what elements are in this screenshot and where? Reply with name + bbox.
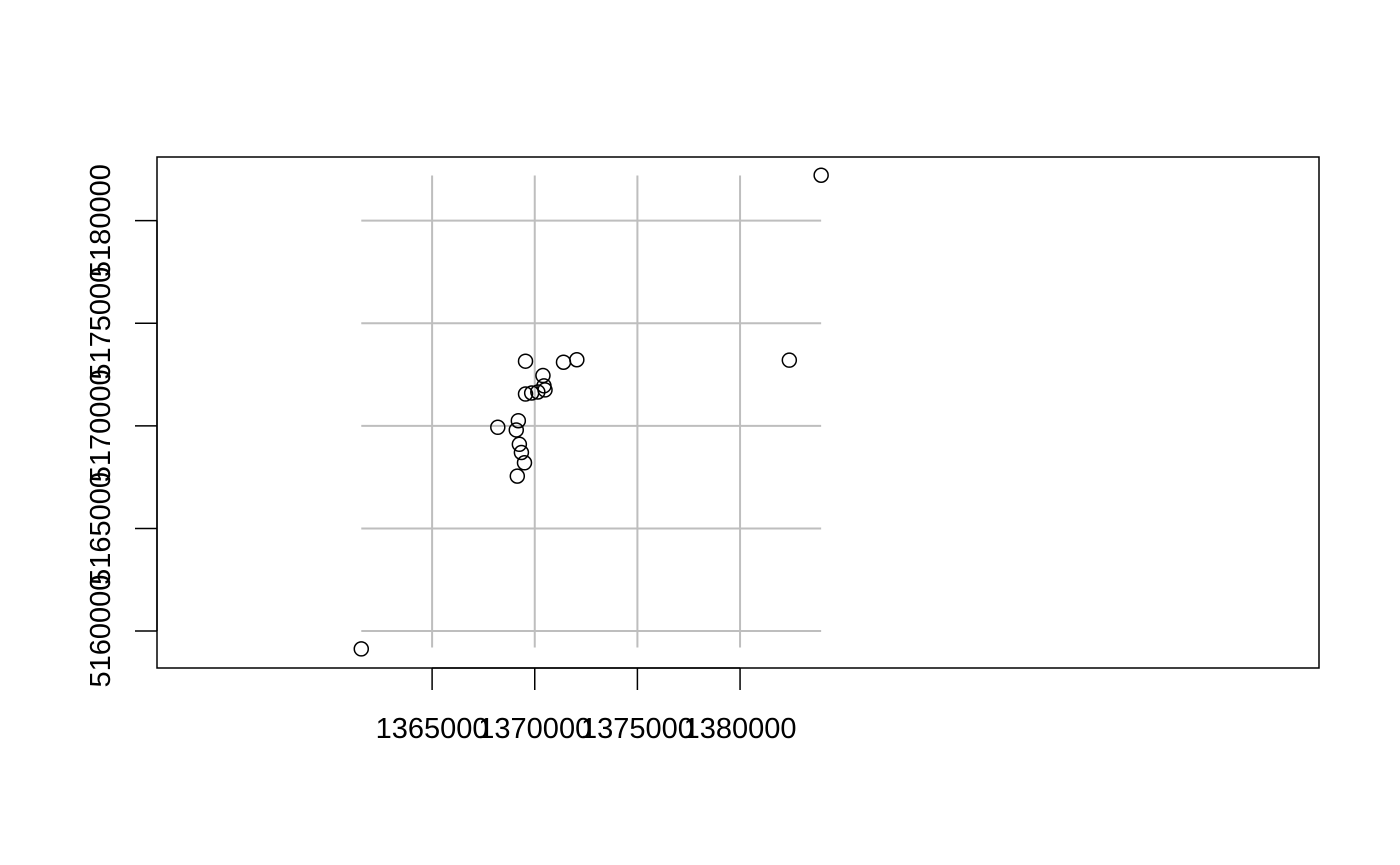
data-point-15 [511,436,528,453]
data-point-16 [513,444,530,461]
data-point-3 [517,353,534,369]
data-point-0 [353,641,370,657]
x-tick-label: 1365000 [376,713,489,745]
grid [361,175,822,648]
y-tick-label: 5160000 [85,575,117,688]
y-tick-label: 5170000 [85,369,117,482]
data-point-12 [510,412,527,429]
plot-frame [156,156,1320,669]
data-point-13 [490,419,506,436]
data-point-4 [555,354,572,370]
y-tick-label: 5165000 [85,472,117,585]
data-point-11 [517,386,534,402]
data-point-10 [523,385,540,401]
data-point-5 [569,352,585,368]
data-points [353,167,829,657]
y-tick-label: 5175000 [85,267,117,380]
x-tick-label: 1375000 [581,713,694,745]
data-point-17 [516,455,533,471]
data-point-14 [508,422,525,438]
data-point-1 [813,167,829,184]
y-tick-label: 5180000 [85,164,117,277]
x-tick-label: 1370000 [478,713,591,745]
data-point-2 [781,352,798,368]
x-tick-label: 1380000 [684,713,797,745]
data-point-9 [530,384,546,400]
data-point-18 [509,468,526,484]
